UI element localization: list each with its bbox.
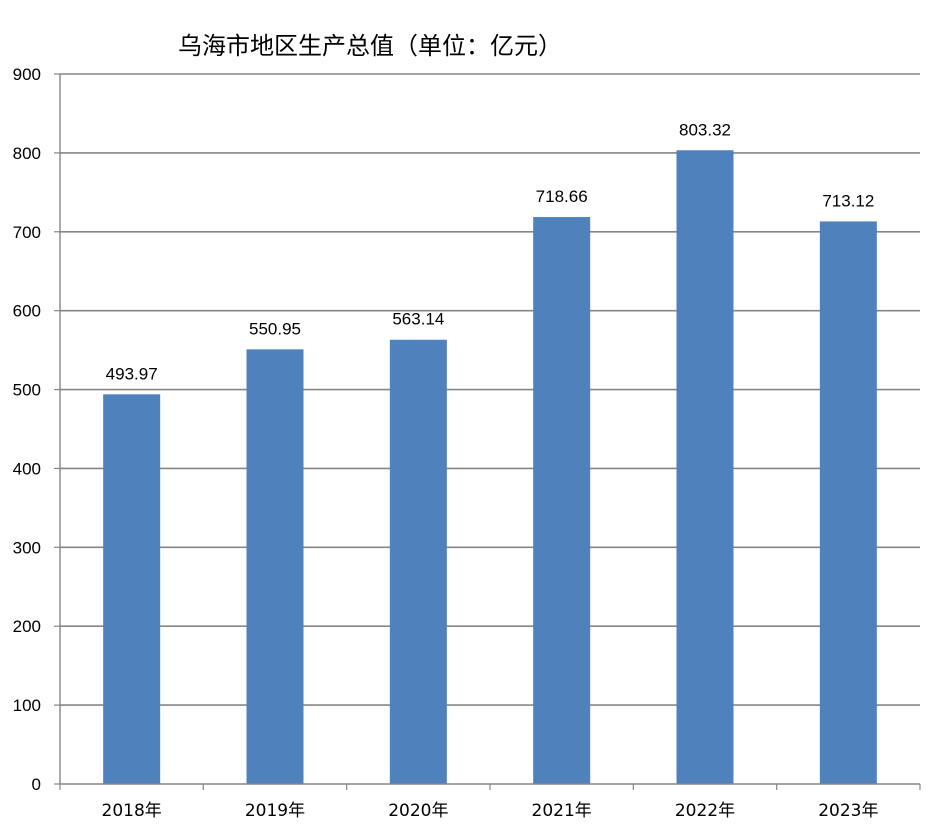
data-labels: 493.97 550.95 563.14 718.66 803.32 713.12 <box>106 120 875 383</box>
data-label: 563.14 <box>392 310 444 329</box>
bar-2020年 <box>389 339 447 784</box>
data-label: 713.12 <box>822 191 874 210</box>
x-tick-label: 2022年 <box>675 801 735 821</box>
axes: 0 100 200 300 400 500 600 700 800 900 2018年 2019年 20… <box>13 65 921 821</box>
data-label: 803.32 <box>679 120 731 139</box>
x-tick-label: 2019年 <box>245 801 305 821</box>
y-tick-label: 300 <box>13 538 41 557</box>
y-tick-label: 500 <box>13 381 41 400</box>
bar-2022年 <box>676 150 734 784</box>
x-tick-label: 2018年 <box>102 801 162 821</box>
y-tick-label: 200 <box>13 617 41 636</box>
gridlines <box>60 73 920 706</box>
y-tick-label: 700 <box>13 223 41 242</box>
bar-2018年 <box>103 394 161 784</box>
y-tick-label: 600 <box>13 302 41 321</box>
bar-2023年 <box>819 221 877 784</box>
y-tick-label: 800 <box>13 144 41 163</box>
x-tick-label: 2023年 <box>818 801 878 821</box>
data-label: 550.95 <box>249 319 301 338</box>
chart-title: 乌海市地区生产总值（单位：亿元） <box>178 32 562 60</box>
data-label: 493.97 <box>106 364 158 383</box>
x-tick-label: 2020年 <box>388 801 448 821</box>
y-tick-label: 400 <box>13 459 41 478</box>
bar-2021年 <box>533 217 591 784</box>
y-tick-label: 100 <box>13 696 41 715</box>
data-label: 718.66 <box>536 187 588 206</box>
bar-2019年 <box>246 349 304 784</box>
bars <box>103 150 877 784</box>
x-tick-label: 2021年 <box>532 801 592 821</box>
y-tick-label: 900 <box>13 65 41 84</box>
y-tick-label: 0 <box>32 775 41 794</box>
